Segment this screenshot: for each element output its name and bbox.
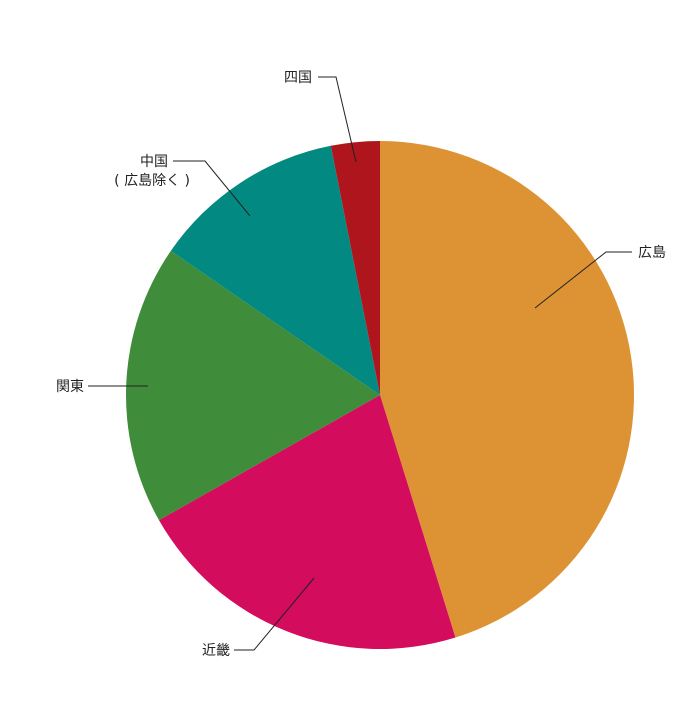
- pie-slice: [380, 141, 634, 638]
- slice-label: 中国: [140, 154, 168, 170]
- pie-slice: [170, 145, 380, 395]
- leader-line: [318, 76, 357, 163]
- pie-slice: [158, 395, 456, 649]
- slice-label: 近畿: [202, 643, 230, 659]
- leader-line: [534, 251, 632, 309]
- leader-line: [234, 577, 315, 651]
- slice-label: 四国: [284, 70, 312, 86]
- slice-label: 関東: [56, 379, 84, 395]
- slice-label: 広島: [638, 245, 666, 261]
- leader-line: [173, 160, 251, 217]
- pie-slice: [330, 141, 380, 395]
- slice-label: ( 広島除く ): [114, 173, 190, 189]
- pie-slice: [126, 250, 380, 521]
